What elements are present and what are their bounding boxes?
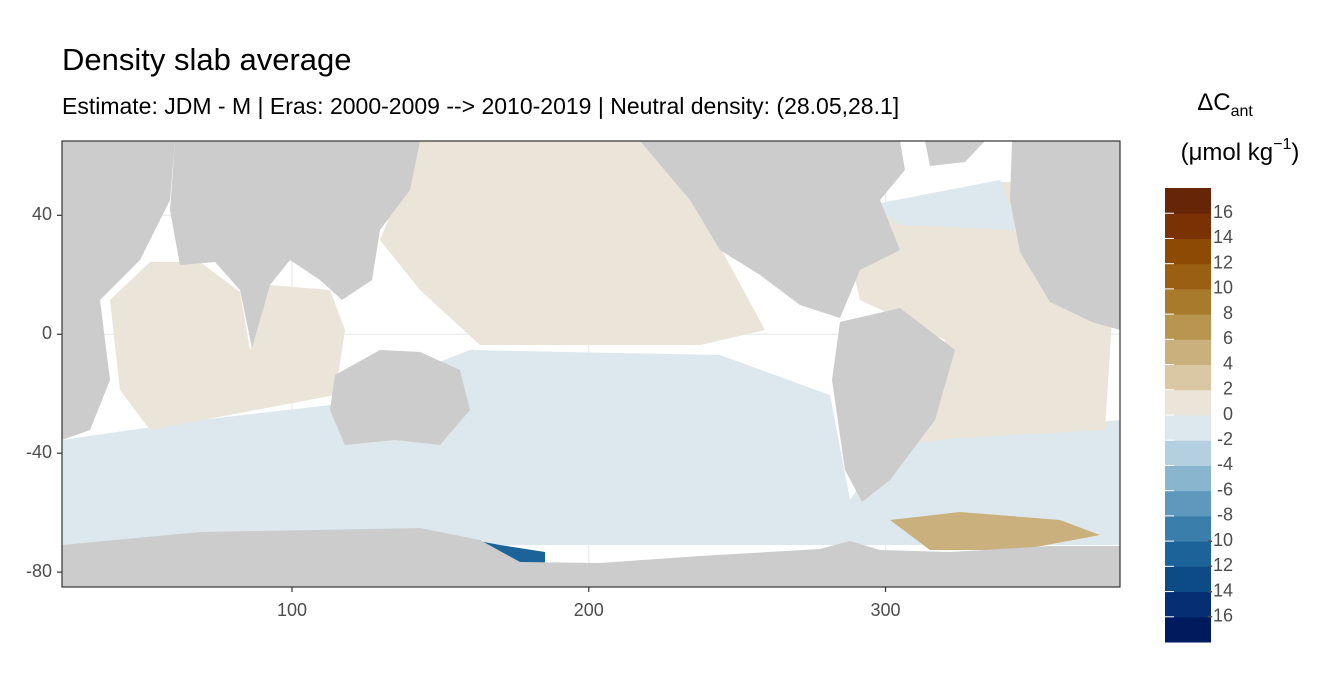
legend-unit-close: ) bbox=[1291, 139, 1299, 166]
y-tick-label: -80 bbox=[26, 561, 52, 581]
legend-swatch bbox=[1165, 389, 1211, 416]
southern-ocean bbox=[62, 350, 1120, 545]
legend-label: -16 bbox=[1207, 606, 1233, 626]
legend-swatch bbox=[1165, 591, 1211, 618]
legend-swatch bbox=[1165, 616, 1211, 643]
legend-unit-sup: −1 bbox=[1273, 136, 1291, 153]
legend-swatch bbox=[1165, 238, 1211, 265]
legend-unit: (μmol kg−1) bbox=[1181, 136, 1300, 166]
pacific-ocean bbox=[380, 141, 765, 345]
land-north-america bbox=[640, 141, 905, 318]
legend-swatch bbox=[1165, 364, 1211, 391]
north-atlantic bbox=[870, 180, 1020, 230]
legend-swatch bbox=[1165, 465, 1211, 492]
legend-label: 0 bbox=[1223, 404, 1233, 424]
legend-swatch bbox=[1165, 490, 1211, 517]
legend-title: ΔCant bbox=[1197, 89, 1253, 120]
land-south-america bbox=[832, 308, 955, 502]
land-antarctica bbox=[62, 528, 1120, 587]
legend-label: 8 bbox=[1223, 303, 1233, 323]
legend-title-sub: ant bbox=[1231, 103, 1254, 120]
legend-label: -2 bbox=[1217, 429, 1233, 449]
weddell-patch bbox=[890, 512, 1100, 550]
indian-ocean bbox=[110, 262, 345, 430]
land-africa-west bbox=[62, 141, 175, 440]
legend-swatch bbox=[1165, 288, 1211, 315]
legend-label: -10 bbox=[1207, 530, 1233, 550]
axes: 100 200 300 -80 -40 0 40 bbox=[26, 204, 901, 620]
legend-swatch bbox=[1165, 188, 1211, 214]
legend-swatch bbox=[1165, 515, 1211, 542]
chart-subtitle: Estimate: JDM - M | Eras: 2000-2009 --> … bbox=[62, 93, 899, 119]
legend-label: -6 bbox=[1217, 479, 1233, 499]
land-greenland bbox=[925, 141, 985, 166]
legend-swatch bbox=[1165, 566, 1211, 593]
y-tick-label: -40 bbox=[26, 442, 52, 462]
legend-label: 10 bbox=[1213, 278, 1233, 298]
legend-label: -14 bbox=[1207, 580, 1233, 600]
legend-swatch bbox=[1165, 440, 1211, 466]
land-australia bbox=[330, 350, 470, 445]
y-tick-label: 0 bbox=[42, 323, 52, 343]
x-tick-label: 200 bbox=[574, 600, 604, 620]
legend-label: 14 bbox=[1213, 227, 1233, 247]
legend-swatch bbox=[1165, 263, 1211, 290]
legend-title-main: ΔC bbox=[1197, 89, 1230, 116]
panel-border bbox=[61, 140, 1121, 588]
legend-swatch bbox=[1165, 339, 1211, 366]
chart-title: Density slab average bbox=[62, 42, 352, 77]
map bbox=[62, 141, 1120, 587]
x-tick-label: 100 bbox=[277, 600, 307, 620]
x-tick-label: 300 bbox=[871, 600, 901, 620]
legend-label: 2 bbox=[1223, 379, 1233, 399]
legend-label: 16 bbox=[1213, 202, 1233, 222]
land-asia bbox=[170, 141, 420, 348]
legend-swatch bbox=[1165, 541, 1211, 567]
land-europe-africa bbox=[1010, 141, 1120, 330]
legend-label: 4 bbox=[1223, 353, 1233, 373]
legend-label: 12 bbox=[1213, 252, 1233, 272]
legend-swatch bbox=[1165, 415, 1211, 441]
legend-label: -12 bbox=[1207, 555, 1233, 575]
legend: -16 -14 -12 -10 -8 -6 -4 -2 0 2 4 6 8 10 12 14 16 bbox=[1165, 188, 1233, 643]
y-tick-label: 40 bbox=[32, 204, 52, 224]
legend-swatch bbox=[1165, 314, 1211, 340]
legend-label: -8 bbox=[1217, 505, 1233, 525]
legend-unit-main: (μmol kg bbox=[1181, 139, 1274, 166]
legend-label: -4 bbox=[1217, 454, 1233, 474]
legend-label: 6 bbox=[1223, 328, 1233, 348]
legend-swatch bbox=[1165, 213, 1211, 239]
